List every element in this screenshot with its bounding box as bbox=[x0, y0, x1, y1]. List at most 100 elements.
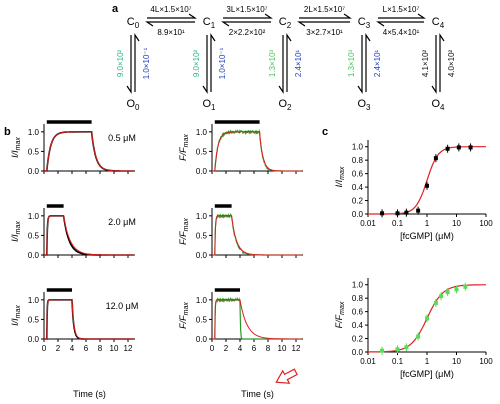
y-tick-label-fluorescence-0-1: 0.5 bbox=[196, 147, 208, 156]
data-point-bottom-2 bbox=[404, 345, 409, 350]
closing-rate-1: 1.0×10⁻¹ bbox=[218, 47, 227, 79]
x-tick-label-fluorescence-2-3: 6 bbox=[252, 344, 257, 353]
data-point-top-6 bbox=[445, 146, 450, 151]
y-tick-label-current-0-2: 1.0 bbox=[28, 128, 40, 137]
y-tick-label-fluorescence-2-1: 0.5 bbox=[196, 315, 208, 324]
data-point-bottom-6 bbox=[439, 294, 444, 299]
y-tick-label-current-2-0: 0.0 bbox=[28, 335, 40, 344]
panel-c-dose-response: c 0.00.20.40.60.81.00.01 0.1 1 10 100I/Imax[… bbox=[322, 126, 493, 379]
y-tick-label-fluorescence-1-1: 0.5 bbox=[196, 231, 208, 240]
fluorescence-fit-2 bbox=[212, 299, 302, 340]
opening-rate-0: 9.0×10² bbox=[116, 49, 125, 77]
x-tick-label-bottom-4: 100 bbox=[479, 357, 493, 366]
opening-rate-1: 9.0×10² bbox=[192, 49, 201, 77]
x-tick-label-fluorescence-2-5: 10 bbox=[278, 344, 287, 353]
panel-b-traces: b 0.0 0.5 1.0 I/Imax 0.5 μM 0.0 0.5 1.0 F/Fmax 0.… bbox=[4, 120, 303, 399]
x-tick-label-bottom-3: 10 bbox=[452, 357, 461, 366]
y-tick-label-top-3: 0.6 bbox=[352, 170, 364, 179]
data-point-top-0 bbox=[380, 211, 385, 216]
data-point-top-8 bbox=[468, 145, 473, 150]
panel-a-label: a bbox=[112, 3, 119, 15]
closed-state-2: C2 bbox=[279, 16, 292, 30]
fluorescence-ylabel-2: F/Fmax bbox=[178, 302, 190, 329]
y-tick-label-fluorescence-2-0: 0.0 bbox=[196, 335, 208, 344]
data-point-top-7 bbox=[456, 145, 461, 150]
data-point-top-1 bbox=[395, 211, 400, 216]
current-fit-2 bbox=[44, 299, 134, 340]
closing-rate-0: 1.0×10⁻¹ bbox=[142, 47, 151, 79]
fluorescence-fit-1 bbox=[212, 215, 302, 256]
backward-arrow-0 bbox=[145, 21, 195, 27]
opening-arrow-4 bbox=[431, 35, 437, 94]
current-fit-0 bbox=[44, 131, 134, 172]
data-point-top-2 bbox=[404, 210, 409, 215]
backward-arrow-2 bbox=[297, 21, 350, 27]
panel-c-label: c bbox=[322, 126, 328, 138]
open-state-3: O3 bbox=[357, 98, 371, 112]
fluorescence-fit-0 bbox=[212, 131, 302, 172]
x-tick-label-bottom-1: 0.1 bbox=[392, 357, 404, 366]
data-point-bottom-9 bbox=[463, 284, 468, 289]
fluorescence-ylabel-1: F/Fmax bbox=[178, 218, 190, 245]
data-point-bottom-0 bbox=[380, 348, 385, 353]
data-point-top-4 bbox=[425, 183, 429, 188]
x-tick-label-current-2-1: 2 bbox=[56, 344, 61, 353]
panel-b-label: b bbox=[4, 126, 11, 138]
x-tick-label-current-2-2: 4 bbox=[70, 344, 75, 353]
opening-rate-3: 1.3×10³ bbox=[347, 49, 356, 77]
data-point-bottom-7 bbox=[445, 290, 450, 295]
closed-state-4: C4 bbox=[432, 16, 445, 30]
y-tick-label-current-2-2: 1.0 bbox=[28, 296, 40, 305]
concentration-label-2: 12.0 μM bbox=[106, 301, 139, 311]
data-point-bottom-4 bbox=[425, 316, 429, 321]
backward-rate-3: 4×5.4×10¹ bbox=[383, 28, 420, 37]
open-state-4: O4 bbox=[431, 98, 445, 112]
backward-rate-2: 3×2.7×10¹ bbox=[306, 28, 343, 37]
x-tick-label-fluorescence-2-6: 12 bbox=[292, 344, 301, 353]
closing-arrow-0 bbox=[134, 33, 140, 92]
y-tick-label-bottom-1: 0.2 bbox=[352, 335, 364, 344]
open-state-1: O1 bbox=[202, 98, 216, 112]
data-point-bottom-8 bbox=[454, 287, 459, 292]
closing-arrow-3 bbox=[365, 33, 371, 92]
x-tick-label-fluorescence-2-2: 4 bbox=[238, 344, 243, 353]
y-tick-label-bottom-3: 0.6 bbox=[352, 308, 364, 317]
y-tick-label-top-0: 0.0 bbox=[352, 210, 364, 219]
y-tick-label-top-5: 1.0 bbox=[352, 143, 364, 152]
y-tick-label-current-2-1: 0.5 bbox=[28, 315, 40, 324]
current-ylabel-1: I/Imax bbox=[10, 221, 22, 242]
opening-rate-2: 1.3×10³ bbox=[268, 49, 277, 77]
panel-a-scheme: a C0 C1 C2 C3 C4 O0 O1 O2 O3 O4 4L×1.5×10⁷ 8.9×10¹ 3… bbox=[112, 3, 456, 112]
current-ylabel-2: I/Imax bbox=[10, 305, 22, 326]
xlabel-bottom: [fcGMP] (μM) bbox=[400, 369, 454, 379]
x-tick-label-top-2: 1 bbox=[425, 219, 430, 228]
data-point-top-5 bbox=[433, 156, 438, 161]
open-state-0: O0 bbox=[126, 98, 140, 112]
backward-arrow-3 bbox=[376, 21, 424, 27]
closed-state-0: C0 bbox=[127, 16, 140, 30]
x-tick-label-current-2-6: 12 bbox=[124, 344, 133, 353]
xlabel-top: [fcGMP] (μM) bbox=[400, 231, 454, 241]
y-tick-label-fluorescence-0-2: 1.0 bbox=[196, 128, 208, 137]
y-tick-label-fluorescence-2-2: 1.0 bbox=[196, 296, 208, 305]
forward-rate-3: L×1.5×10⁷ bbox=[383, 5, 420, 14]
x-tick-label-bottom-0: 0.01 bbox=[360, 357, 376, 366]
closing-arrow-1 bbox=[210, 33, 216, 92]
data-point-bottom-1 bbox=[395, 347, 400, 352]
data-point-top-3 bbox=[416, 208, 421, 213]
x-tick-label-top-1: 0.1 bbox=[392, 219, 404, 228]
deviation-arrow-icon bbox=[275, 368, 298, 384]
x-tick-label-fluorescence-2-0: 0 bbox=[210, 344, 215, 353]
closing-arrow-2 bbox=[286, 33, 292, 92]
closing-rate-2: 2.4×10¹ bbox=[294, 49, 303, 77]
y-tick-label-current-1-2: 1.0 bbox=[28, 212, 40, 221]
x-tick-label-fluorescence-2-1: 2 bbox=[224, 344, 229, 353]
backward-rate-1: 2×2.2×10² bbox=[229, 28, 266, 37]
x-tick-label-bottom-2: 1 bbox=[425, 357, 430, 366]
opening-arrow-2 bbox=[278, 35, 284, 94]
forward-rate-2: 2L×1.5×10⁷ bbox=[304, 5, 345, 14]
y-tick-label-top-2: 0.4 bbox=[352, 183, 364, 192]
forward-arrow-0 bbox=[147, 13, 197, 19]
opening-arrow-0 bbox=[126, 35, 132, 94]
opening-arrow-3 bbox=[357, 35, 363, 94]
